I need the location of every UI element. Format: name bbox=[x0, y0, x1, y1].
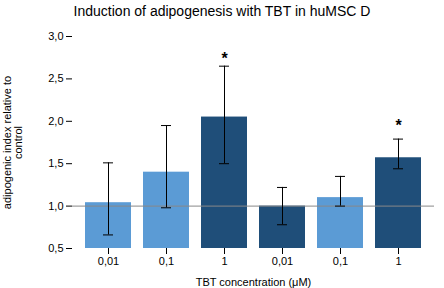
svg-text:2,5: 2,5 bbox=[48, 72, 63, 84]
svg-text:0,1: 0,1 bbox=[333, 255, 348, 267]
svg-text:*: * bbox=[221, 50, 228, 67]
svg-text:adipogenic index relative toco: adipogenic index relative tocontrol bbox=[1, 76, 24, 209]
html-text:Induction of adipogenesis with: Induction of adipogenesis with TBT in hu… bbox=[73, 3, 371, 19]
svg-text:TBT concentration (μM): TBT concentration (μM) bbox=[196, 276, 312, 288]
svg-text:0,1: 0,1 bbox=[159, 255, 174, 267]
svg-text:*: * bbox=[395, 117, 402, 134]
svg-text:1,5: 1,5 bbox=[48, 157, 63, 169]
svg-text:0,01: 0,01 bbox=[272, 255, 293, 267]
svg-text:3,0: 3,0 bbox=[48, 30, 63, 42]
svg-text:0,5: 0,5 bbox=[48, 242, 63, 254]
svg-text:1: 1 bbox=[395, 255, 401, 267]
svg-text:2,0: 2,0 bbox=[48, 115, 63, 127]
svg-text:1: 1 bbox=[221, 255, 227, 267]
svg-text:0,01: 0,01 bbox=[98, 255, 119, 267]
svg-text:1,0: 1,0 bbox=[48, 200, 63, 212]
